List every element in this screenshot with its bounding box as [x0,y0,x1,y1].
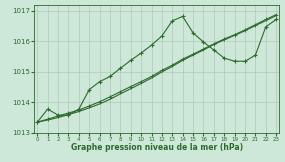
X-axis label: Graphe pression niveau de la mer (hPa): Graphe pression niveau de la mer (hPa) [71,143,243,152]
